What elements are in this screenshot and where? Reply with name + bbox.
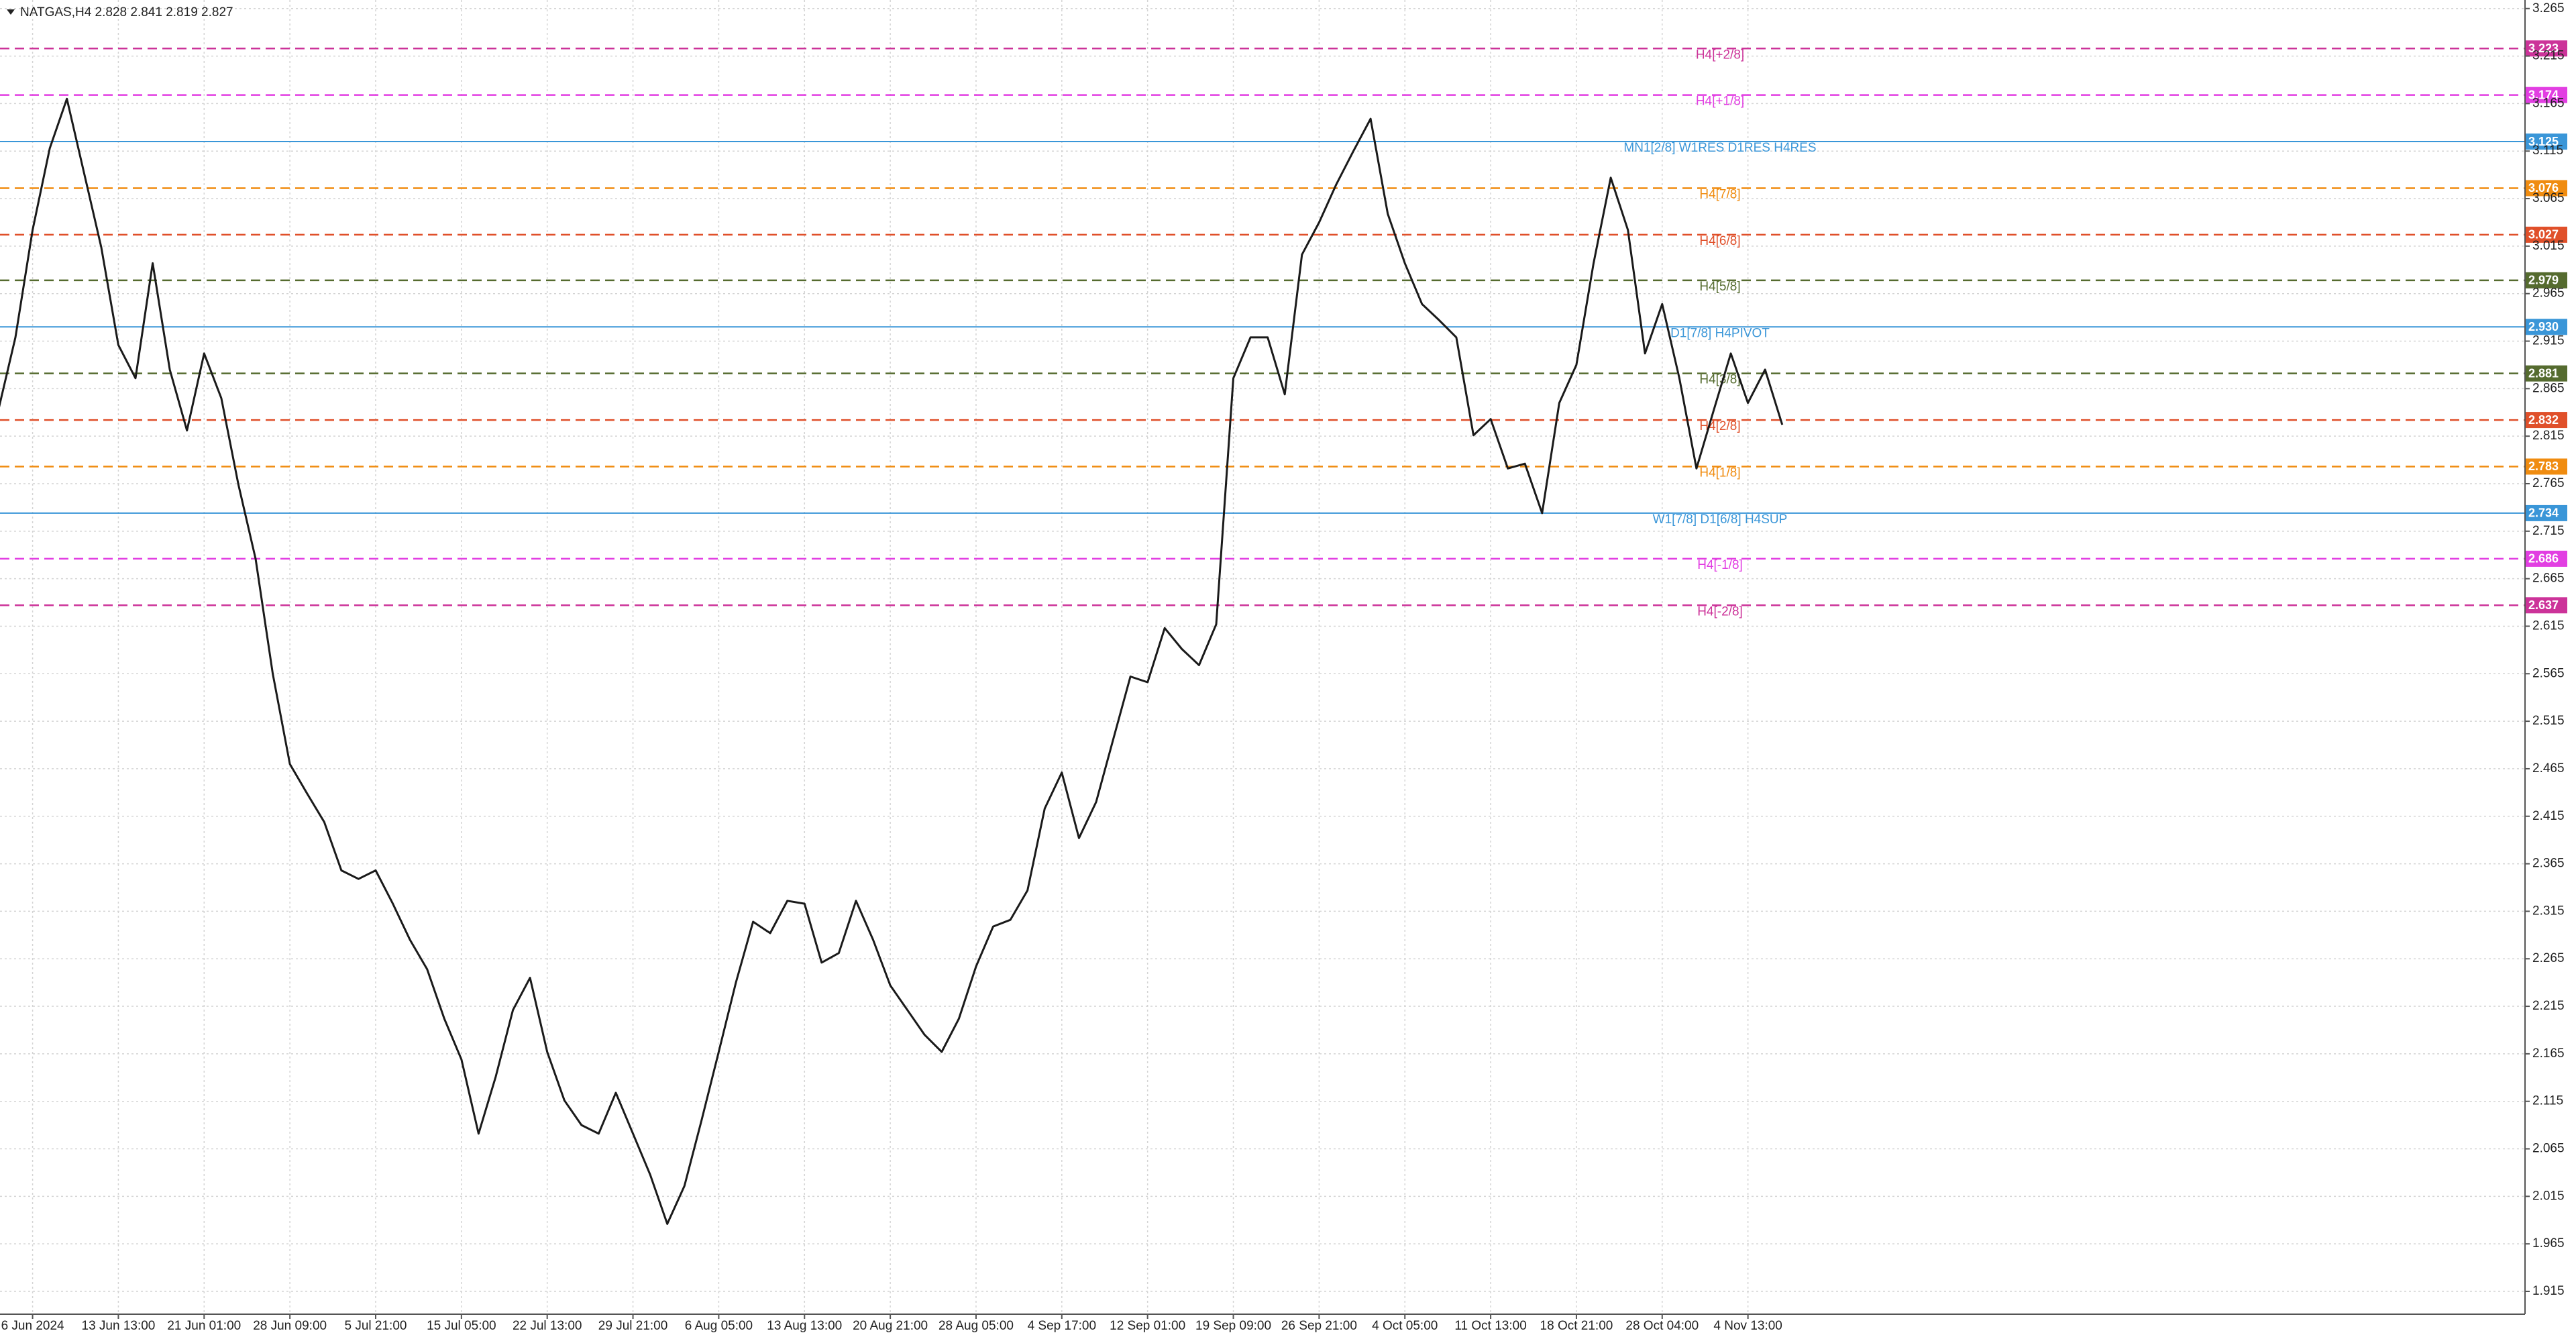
x-tick-label: 21 Jun 01:00 (167, 1319, 241, 1333)
y-tick-label: 2.515 (2532, 714, 2565, 728)
level-label: H4[-2/8] (1697, 604, 1743, 619)
x-tick-label: 13 Aug 13:00 (767, 1319, 842, 1333)
price-box (2526, 180, 2567, 197)
level-label: H4[2/8] (1699, 419, 1740, 433)
series (0, 97, 1784, 1225)
price-box (2526, 319, 2567, 335)
level-label: H4[1/8] (1699, 466, 1740, 480)
y-tick-label: 2.765 (2532, 476, 2565, 490)
price-line (0, 97, 1784, 1225)
y-tick-label: 2.365 (2532, 857, 2565, 871)
x-tick-label: 26 Sep 21:00 (1281, 1319, 1357, 1333)
y-tick-label: 2.715 (2532, 524, 2565, 538)
price-box-label: 3.174 (2528, 88, 2559, 101)
chart-title: NATGAS,H4 2.828 2.841 2.819 2.827 (20, 5, 233, 19)
price-box-label: 2.734 (2528, 506, 2559, 520)
x-tick-label: 4 Oct 05:00 (1372, 1319, 1438, 1333)
x-tick-label: 28 Jun 09:00 (253, 1319, 327, 1333)
x-tick-label: 29 Jul 21:00 (598, 1319, 668, 1333)
y-tick-label: 3.115 (2532, 144, 2563, 158)
y-tick-label: 2.115 (2532, 1094, 2563, 1108)
y-tick-label: 2.265 (2532, 951, 2565, 965)
levels: H4[+2/8] 3.223 H4[+1/8] 3.174 MN1[2/8] W1RES… (0, 40, 2567, 619)
y-tick-label: 2.865 (2532, 381, 2565, 395)
price-box-label: 3.027 (2528, 228, 2559, 242)
y-tick-label: 2.465 (2532, 761, 2565, 775)
level-label: MN1[2/8] W1RES D1RES H4RES (1623, 141, 1816, 155)
y-tick-label: 3.165 (2532, 96, 2565, 110)
price-box (2526, 87, 2567, 103)
y-tick-label: 2.065 (2532, 1142, 2565, 1156)
x-tick-label: 22 Jul 13:00 (513, 1319, 582, 1333)
price-box (2526, 504, 2567, 521)
level-label: H4[+1/8] (1696, 95, 1744, 109)
x-tick-label: 28 Oct 04:00 (1625, 1319, 1699, 1333)
price-box-label: 3.125 (2528, 135, 2559, 148)
x-tick-label: 28 Aug 05:00 (938, 1319, 1014, 1333)
y-tick-label: 2.165 (2532, 1047, 2565, 1061)
y-tick-label: 1.915 (2532, 1284, 2565, 1298)
level-label: H4[3/8] (1699, 373, 1740, 387)
x-tick-label: 4 Nov 13:00 (1713, 1319, 1782, 1333)
x-tick-label: 11 Oct 13:00 (1454, 1319, 1526, 1333)
y-tick-label: 3.265 (2532, 1, 2565, 15)
y-tick-label: 2.215 (2532, 999, 2565, 1013)
menu-triangle[interactable] (7, 9, 15, 15)
x-tick-label: 12 Sep 01:00 (1110, 1319, 1185, 1333)
price-box (2526, 597, 2567, 614)
price-box-label: 3.076 (2528, 181, 2559, 195)
price-box (2526, 550, 2567, 567)
x-tick-label: 15 Jul 05:00 (427, 1319, 496, 1333)
price-box (2526, 365, 2567, 382)
y-tick-label: 2.665 (2532, 572, 2565, 586)
grid (0, 0, 2525, 1314)
level-label: H4[-1/8] (1697, 558, 1743, 572)
level-label: W1[7/8] D1[6/8] H4SUP (1653, 513, 1788, 527)
y-tick-label: 1.965 (2532, 1236, 2565, 1250)
price-box (2526, 40, 2567, 57)
y-tick-label: 3.065 (2532, 191, 2565, 205)
price-box-label: 2.979 (2528, 274, 2559, 287)
price-box (2526, 272, 2567, 288)
price-box-label: 2.832 (2528, 413, 2559, 427)
price-box-label: 3.223 (2528, 42, 2559, 55)
price-box (2526, 412, 2567, 429)
level-label: H4[+2/8] (1696, 48, 1744, 62)
x-tick-label: 6 Aug 05:00 (685, 1319, 753, 1333)
y-tick-label: 2.815 (2532, 429, 2565, 443)
price-box-label: 2.881 (2528, 366, 2559, 380)
y-tick-label: 2.965 (2532, 286, 2565, 301)
price-box-label: 2.930 (2528, 320, 2559, 333)
level-label: H4[7/8] (1699, 187, 1740, 201)
price-box (2526, 226, 2567, 243)
price-box-label: 2.783 (2528, 460, 2559, 473)
level-label: H4[5/8] (1699, 280, 1740, 294)
level-label: D1[7/8] H4PIVOT (1670, 326, 1770, 340)
y-tick-label: 3.015 (2532, 239, 2565, 253)
y-tick-label: 2.565 (2532, 666, 2565, 680)
y-tick-label: 2.415 (2532, 809, 2565, 823)
x-tick-label: 6 Jun 2024 (1, 1319, 64, 1333)
price-box-label: 2.686 (2528, 552, 2559, 566)
price-box (2526, 458, 2567, 475)
price-box (2526, 133, 2567, 150)
level-label: H4[6/8] (1699, 234, 1740, 248)
x-tick-label: 4 Sep 17:00 (1028, 1319, 1096, 1333)
x-tick-label: 19 Sep 09:00 (1195, 1319, 1271, 1333)
y-tick-label: 2.915 (2532, 334, 2565, 348)
x-tick-label: 5 Jul 21:00 (345, 1319, 407, 1333)
y-tick-label: 2.015 (2532, 1189, 2565, 1203)
price-box-label: 2.637 (2528, 598, 2559, 612)
x-tick-label: 13 Jun 13:00 (82, 1319, 156, 1333)
y-tick-label: 3.215 (2532, 49, 2565, 63)
y-tick-label: 2.315 (2532, 904, 2565, 918)
x-tick-label: 18 Oct 21:00 (1540, 1319, 1613, 1333)
x-tick-label: 20 Aug 21:00 (853, 1319, 928, 1333)
y-tick-label: 2.615 (2532, 619, 2565, 633)
